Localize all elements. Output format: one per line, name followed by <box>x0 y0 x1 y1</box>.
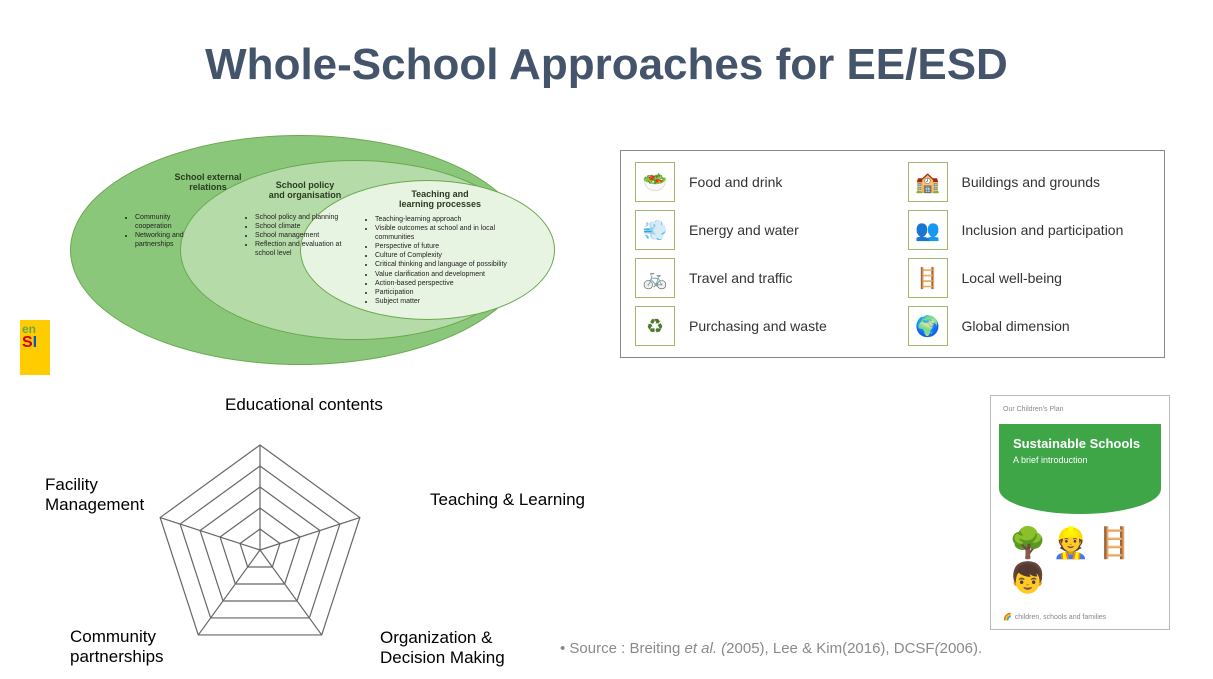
source-text: 2005), Lee & Kim(2016), DCSF <box>726 640 934 657</box>
book-title: Sustainable Schools <box>1013 436 1147 451</box>
ellipse-label-1: School policyand organisation <box>255 181 355 201</box>
ellipse-diagram: School externalrelations Community coope… <box>70 135 530 365</box>
book-footer: children, schools and families <box>1003 613 1106 621</box>
doorway-label: Inclusion and participation <box>962 222 1124 238</box>
ellipse-label-2: Teaching andlearning processes <box>385 190 495 210</box>
ellipse-label-0: School externalrelations <box>158 173 258 193</box>
radar-chart <box>130 420 390 670</box>
radar-label-0: Educational contents <box>225 395 383 415</box>
doorway-item: 🪜 Local well-being <box>908 255 1151 301</box>
book-illustration: 🌳👷🪜👦 <box>1009 526 1169 596</box>
ellipse-bullets-0: Community cooperation Networking and par… <box>125 213 205 249</box>
bullet: Participation <box>375 288 535 297</box>
radar-label-2: Organization &Decision Making <box>380 628 505 667</box>
bullet: Community cooperation <box>135 213 205 231</box>
book-cover: Our Children's Plan Sustainable Schools … <box>990 395 1170 630</box>
bullet: Perspective of future <box>375 242 535 251</box>
doorway-icon: 💨 <box>635 210 675 250</box>
bullet: Culture of Complexity <box>375 251 535 260</box>
doorway-label: Local well-being <box>962 270 1062 286</box>
doorway-icon: 🏫 <box>908 162 948 202</box>
radar-label-4: FacilityManagement <box>45 475 144 514</box>
bullet: School policy and planning <box>255 213 360 222</box>
doorway-item: 💨 Energy and water <box>635 207 878 253</box>
doorway-icon: 🪜 <box>908 258 948 298</box>
doorway-icon: 🚲 <box>635 258 675 298</box>
ellipse-bullets-2: Teaching-learning approach Visible outco… <box>365 215 535 306</box>
doorway-item: 🏫 Buildings and grounds <box>908 159 1151 205</box>
bullet: Value clarification and development <box>375 270 535 279</box>
book-hill: Sustainable Schools A brief introduction <box>999 424 1161 514</box>
doorway-label: Food and drink <box>689 174 782 190</box>
doorway-label: Global dimension <box>962 318 1070 334</box>
radar-label-3: Communitypartnerships <box>70 627 164 666</box>
source-text: 2006). <box>940 640 983 657</box>
doorway-item: 🌍 Global dimension <box>908 303 1151 349</box>
doorways-grid: 🥗 Food and drink 🏫 Buildings and grounds 💨 En… <box>620 150 1165 358</box>
radar-label-1: Teaching & Learning <box>430 490 585 510</box>
doorway-label: Travel and traffic <box>689 270 793 286</box>
doorway-item: 👥 Inclusion and participation <box>908 207 1151 253</box>
doorway-icon: 🌍 <box>908 306 948 346</box>
doorway-icon: ♻ <box>635 306 675 346</box>
bullet: Critical thinking and language of possib… <box>375 260 535 269</box>
ellipse-bullets-1: School policy and planning School climat… <box>245 213 360 258</box>
bullet: Subject matter <box>375 297 535 306</box>
bullet: Teaching-learning approach <box>375 215 535 224</box>
book-tiny-header: Our Children's Plan <box>1003 406 1063 413</box>
doorway-icon: 🥗 <box>635 162 675 202</box>
book-subtitle: A brief introduction <box>1013 455 1147 465</box>
doorway-item: 🚲 Travel and traffic <box>635 255 878 301</box>
page-title: Whole-School Approaches for EE/ESD <box>0 40 1213 90</box>
source-text: Source : Breiting <box>569 640 684 657</box>
bullet: Networking and partnerships <box>135 231 205 249</box>
doorway-icon: 👥 <box>908 210 948 250</box>
doorway-label: Purchasing and waste <box>689 318 827 334</box>
doorway-label: Buildings and grounds <box>962 174 1101 190</box>
doorway-item: ♻ Purchasing and waste <box>635 303 878 349</box>
bullet: School management <box>255 231 360 240</box>
bullet: Reflection and evaluation at school leve… <box>255 240 360 258</box>
bullet: Visible outcomes at school and in local … <box>375 224 535 242</box>
ensi-logo: en SI <box>20 320 50 375</box>
ensi-s: S <box>22 334 33 351</box>
bullet: School climate <box>255 222 360 231</box>
bullet: Action-based perspective <box>375 279 535 288</box>
source-line: Source : Breiting et al. (2005), Lee & K… <box>560 640 982 657</box>
doorway-item: 🥗 Food and drink <box>635 159 878 205</box>
source-em: et al. ( <box>684 640 726 657</box>
ensi-i: I <box>33 334 37 351</box>
doorway-label: Energy and water <box>689 222 799 238</box>
